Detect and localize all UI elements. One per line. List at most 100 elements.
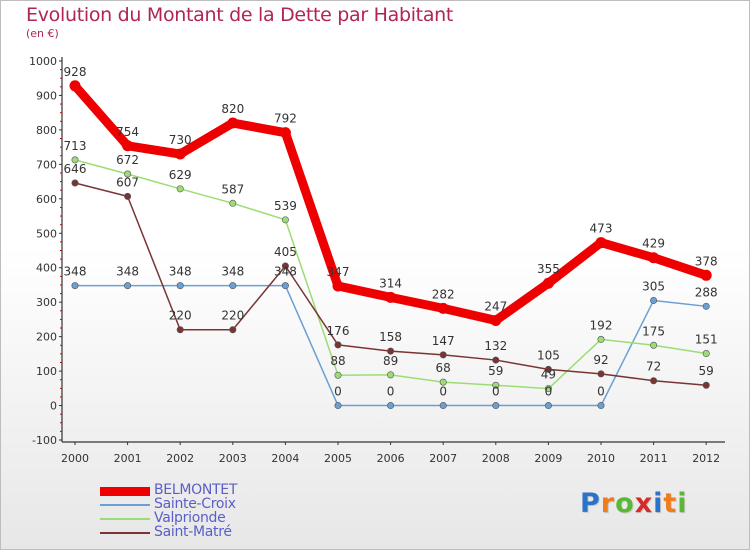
data-label: 792: [274, 112, 297, 126]
data-point: [176, 282, 184, 290]
data-point: [229, 282, 237, 290]
data-label: 348: [116, 265, 139, 279]
data-label: 0: [334, 385, 342, 399]
x-tick-label: 2011: [640, 452, 668, 465]
data-label: 405: [274, 245, 297, 259]
data-point: [334, 341, 342, 349]
data-label: 0: [439, 385, 447, 399]
data-point: [597, 335, 605, 343]
data-label: 132: [484, 339, 507, 353]
data-point: [71, 282, 79, 290]
data-label: 314: [379, 276, 402, 290]
data-label: 928: [64, 65, 87, 79]
x-tick-label: 2003: [219, 452, 247, 465]
data-label: 288: [695, 285, 718, 299]
data-label: 539: [274, 199, 297, 213]
data-point: [492, 381, 500, 389]
data-point: [439, 351, 447, 359]
logo-letter: t: [663, 488, 678, 519]
legend-swatch: [100, 504, 150, 506]
data-label: 355: [537, 262, 560, 276]
y-tick-label: 0: [50, 400, 57, 413]
data-label: 378: [695, 254, 718, 268]
data-point: [702, 350, 710, 358]
legend-label: Saint-Matré: [154, 524, 232, 540]
data-label: 0: [492, 385, 500, 399]
logo-letter: r: [600, 488, 616, 519]
data-label: 282: [432, 287, 455, 301]
x-tick-label: 2010: [587, 452, 615, 465]
x-tick-label: 2000: [61, 452, 89, 465]
y-tick-label: 1000: [29, 55, 57, 68]
data-point: [492, 402, 500, 410]
data-label: 192: [590, 318, 613, 332]
data-label: 713: [64, 139, 87, 153]
data-point: [700, 269, 712, 281]
y-tick-label: 800: [36, 124, 57, 137]
data-point: [227, 117, 239, 129]
data-point: [176, 326, 184, 334]
x-tick-label: 2009: [534, 452, 562, 465]
data-label: 247: [484, 299, 507, 313]
data-point: [544, 365, 552, 373]
data-point: [650, 377, 658, 385]
data-point: [595, 237, 607, 249]
data-point: [174, 148, 186, 160]
data-point: [702, 302, 710, 310]
data-label: 0: [597, 385, 605, 399]
y-tick-label: 200: [36, 331, 57, 344]
x-tick-label: 2008: [482, 452, 510, 465]
data-point: [439, 378, 447, 386]
logo-letter: x: [634, 488, 654, 519]
data-point: [229, 326, 237, 334]
data-label: 92: [593, 353, 608, 367]
data-label: 220: [169, 309, 192, 323]
logo-letter: i: [677, 488, 688, 519]
data-point: [387, 347, 395, 355]
data-label: 151: [695, 333, 718, 347]
data-label: 347: [327, 265, 350, 279]
x-tick-label: 2001: [114, 452, 142, 465]
data-point: [597, 402, 605, 410]
y-tick-label: 900: [36, 89, 57, 102]
data-label: 158: [379, 330, 402, 344]
data-label: 88: [330, 354, 345, 368]
data-label: 730: [169, 133, 192, 147]
logo-letter: o: [615, 488, 635, 519]
data-point: [702, 381, 710, 389]
data-point: [281, 282, 289, 290]
data-label: 629: [169, 168, 192, 182]
data-point: [650, 296, 658, 304]
y-tick-label: 300: [36, 296, 57, 309]
data-point: [439, 402, 447, 410]
data-point: [332, 280, 344, 292]
data-label: 176: [327, 324, 350, 338]
y-tick-label: 100: [36, 365, 57, 378]
data-label: 587: [221, 182, 244, 196]
legend-label: BELMONTET: [154, 482, 238, 498]
data-label: 473: [590, 222, 613, 236]
legend-swatch: [100, 518, 150, 520]
data-label: 820: [221, 102, 244, 116]
data-label: 175: [642, 324, 665, 338]
y-tick-label: 500: [36, 227, 57, 240]
legend-swatch: [100, 532, 150, 534]
data-label: 49: [541, 368, 556, 382]
data-label: 89: [383, 354, 398, 368]
data-point: [281, 216, 289, 224]
data-label: 105: [537, 348, 560, 362]
data-label: 0: [545, 385, 553, 399]
data-point: [124, 192, 132, 200]
chart-subtitle: (en €): [26, 27, 59, 40]
x-tick-label: 2007: [429, 452, 457, 465]
logo-letter: P: [580, 488, 601, 519]
data-label: 220: [221, 309, 244, 323]
data-point: [124, 170, 132, 178]
data-point: [229, 199, 237, 207]
data-point: [334, 402, 342, 410]
y-tick-label: 700: [36, 158, 57, 171]
data-point: [437, 302, 449, 314]
proxiti-logo: Proxiti: [580, 488, 688, 519]
